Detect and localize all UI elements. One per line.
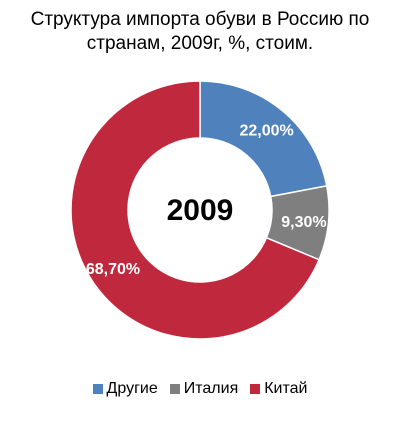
legend-label-drugie: Другие: [106, 380, 158, 397]
chart-title: Структура импорта обуви в Россию по стра…: [0, 8, 400, 56]
legend-label-kitay: Китай: [264, 380, 308, 397]
slice-label-2: 68,70%: [86, 261, 140, 278]
legend-swatch-kitay: [250, 384, 261, 394]
slice-2: [70, 80, 321, 340]
legend-item-drugie: Другие: [92, 380, 158, 398]
center-year-label: 2009: [167, 194, 234, 227]
chart-legend: Другие Италия Китай: [0, 380, 400, 398]
legend-swatch-italiya: [169, 384, 180, 394]
chart-title-line-2: странам, 2009г, %, стоим.: [86, 33, 314, 54]
slice-label-1: 9,30%: [281, 214, 326, 231]
legend-item-italiya: Италия: [169, 380, 239, 398]
legend-swatch-drugie: [92, 384, 103, 394]
legend-item-kitay: Китай: [250, 380, 307, 398]
chart-title-line-1: Структура импорта обуви в Россию по: [30, 9, 370, 30]
legend-label-italiya: Италия: [183, 380, 239, 397]
slice-label-0: 22,00%: [239, 122, 293, 139]
